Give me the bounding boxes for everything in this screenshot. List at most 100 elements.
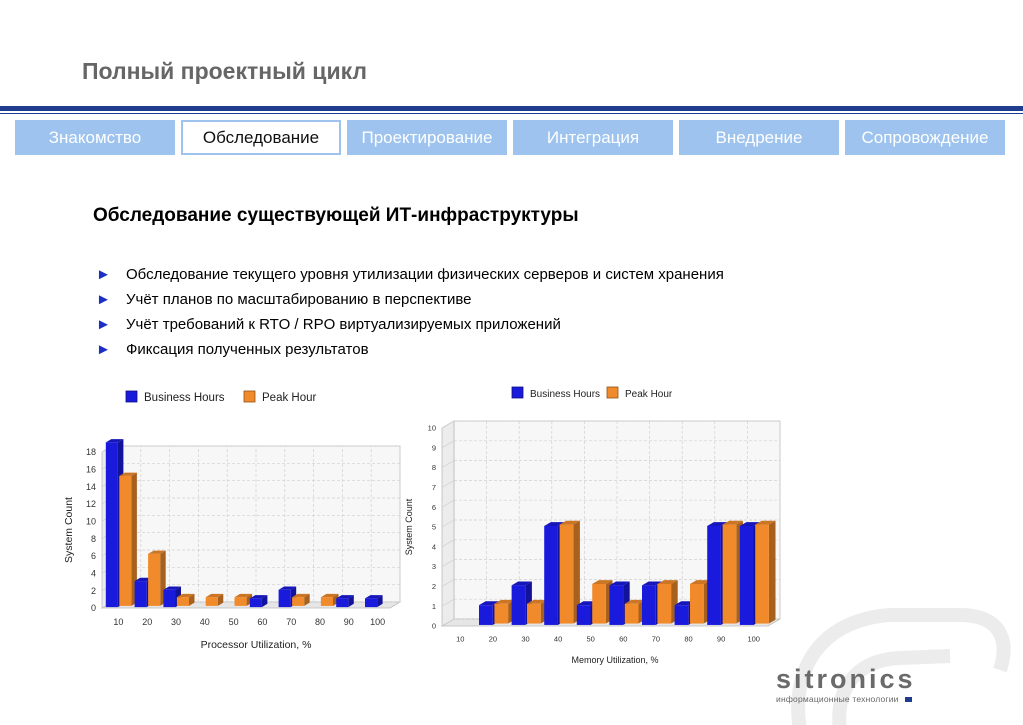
bar-top (576, 601, 598, 606)
gridline-side (441, 480, 455, 488)
tab-proektirovanie[interactable]: Проектирование (347, 120, 507, 155)
bar (249, 598, 262, 608)
y-tick-label: 10 (428, 424, 436, 433)
bar (105, 442, 118, 608)
bar-top (609, 581, 630, 586)
bar-top (722, 520, 743, 525)
y-tick-label: 8 (432, 463, 436, 472)
gridline-side (441, 440, 455, 449)
y-tick-label: 5 (432, 523, 436, 532)
y-tick-label: 4 (432, 542, 436, 551)
x-tick-label: 20 (142, 617, 152, 627)
bar (163, 589, 176, 608)
bar-top (657, 580, 678, 584)
logo-subtitle: информационные технологии (776, 694, 899, 704)
bar (479, 605, 493, 625)
y-tick-label: 7 (432, 483, 436, 492)
bar (576, 605, 591, 625)
bar-top (527, 599, 548, 604)
y-tick-label: 10 (86, 516, 96, 526)
bar-top (119, 472, 137, 476)
bar (592, 583, 606, 624)
legend-swatch (606, 386, 619, 399)
tab-obsledovanie[interactable]: Обследование (181, 120, 341, 155)
bar (544, 525, 558, 625)
gridline-side (441, 579, 455, 587)
y-axis-title: System Count (404, 498, 414, 555)
bar (511, 585, 526, 625)
y-tick-label: 0 (91, 603, 96, 613)
x-tick-label: 10 (456, 635, 464, 644)
y-tick-label: 3 (432, 562, 436, 571)
x-tick-label: 30 (171, 617, 181, 627)
x-tick-label: 40 (200, 617, 210, 627)
legend-label: Business Hours (530, 389, 600, 400)
bar (278, 589, 291, 608)
y-tick-label: 6 (91, 551, 96, 561)
bullet-list: ► Обследование текущего уровня утилизации… (96, 262, 724, 362)
bar (527, 603, 541, 624)
bar-side (217, 593, 224, 606)
bar (624, 603, 639, 624)
y-tick-label: 14 (86, 482, 96, 492)
legend-swatch (125, 390, 138, 403)
bullet-text: Учёт планов по масштабированию в перспек… (126, 291, 472, 308)
x-tick-label: 80 (315, 617, 325, 627)
logo-square-icon (904, 697, 912, 702)
x-tick-label: 20 (489, 635, 497, 644)
bar (292, 597, 305, 606)
bar-top (163, 586, 181, 590)
gridline-side (441, 460, 455, 468)
x-tick-label: 50 (587, 635, 595, 644)
bar-top (365, 595, 383, 599)
legend-label: Business Hours (144, 392, 225, 404)
bar (365, 598, 378, 608)
gridline-side (441, 539, 455, 548)
tab-znakomstvo[interactable]: Знакомство (15, 120, 175, 155)
x-tick-label: 60 (257, 617, 267, 627)
y-tick-label: 1 (432, 602, 436, 611)
bar-top (278, 586, 297, 590)
bar-top (234, 593, 253, 598)
bar-top (134, 577, 153, 582)
bar-top (544, 522, 565, 526)
bar (609, 585, 624, 625)
x-tick-label: 40 (554, 635, 562, 644)
legend-label: Peak Hour (262, 392, 317, 404)
bar (205, 597, 218, 606)
x-tick-label: 70 (652, 635, 660, 644)
project-stage-tabs: Знакомство Обследование Проектирование И… (15, 120, 1005, 155)
y-tick-label: 2 (91, 586, 96, 596)
bar-top (511, 581, 532, 586)
x-tick-label: 90 (717, 635, 725, 644)
gridline-side (441, 499, 455, 508)
gridline-side (441, 420, 455, 429)
bullet-arrow-icon: ► (96, 316, 111, 333)
bullet-arrow-icon: ► (96, 291, 111, 308)
bullet-text: Учёт требований к RTO / RPO виртуализиру… (126, 316, 561, 333)
bar (336, 598, 349, 608)
list-item: ► Обследование текущего уровня утилизации… (96, 262, 724, 287)
bar (690, 583, 704, 624)
x-tick-label: 60 (619, 635, 627, 644)
gridline-side (441, 519, 455, 528)
bullet-text: Обследование текущего уровня утилизации … (126, 266, 724, 283)
bar (320, 597, 333, 606)
y-tick-label: 12 (86, 499, 96, 509)
bar-top (336, 595, 354, 599)
bar-top (148, 550, 166, 554)
logo-wordmark: sitronics (776, 664, 916, 694)
bar (176, 597, 189, 606)
bar-top (320, 593, 339, 598)
bar-side (131, 472, 137, 606)
x-tick-label: 70 (286, 617, 296, 627)
tab-soprovozhdenie[interactable]: Сопровождение (845, 120, 1005, 155)
x-tick-label: 30 (521, 635, 529, 644)
bar (722, 524, 737, 624)
bar-side (377, 595, 383, 608)
tab-integratsiya[interactable]: Интеграция (513, 120, 673, 155)
bullet-text: Фиксация полученных результатов (126, 341, 369, 358)
tab-vnedrenie[interactable]: Внедрение (679, 120, 839, 155)
bullet-arrow-icon: ► (96, 266, 111, 283)
bar (494, 603, 509, 624)
